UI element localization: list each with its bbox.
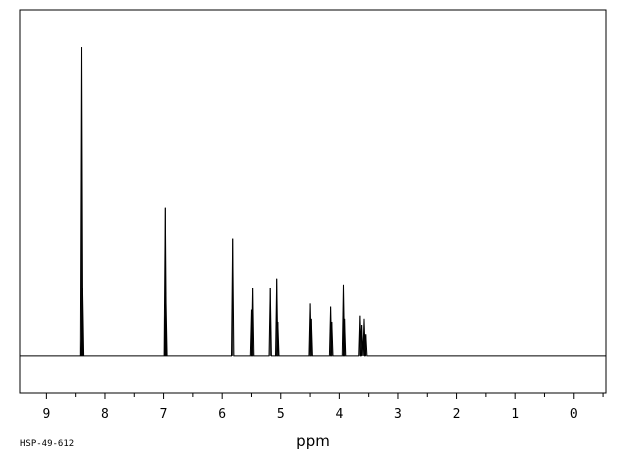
- x-tick-label: 2: [453, 407, 461, 422]
- x-tick-label: 6: [218, 407, 226, 422]
- x-axis-title: ppm: [296, 432, 330, 450]
- x-tick-label: 1: [511, 407, 519, 422]
- x-tick-label: 3: [394, 407, 402, 422]
- x-tick-label: 7: [160, 407, 168, 422]
- plot-frame: [19, 9, 607, 394]
- x-tick-label: 0: [570, 407, 578, 422]
- x-tick-label: 4: [335, 407, 343, 422]
- x-tick-label: 5: [277, 407, 285, 422]
- x-axis-ticks: 9 8 7 6 5 4 3 2 1 0: [42, 393, 604, 422]
- spectrum-code-label: HSP-49-612: [20, 439, 74, 449]
- spectrum-trace: [20, 47, 606, 357]
- x-tick-label: 9: [42, 407, 50, 422]
- x-tick-label: 8: [101, 407, 109, 422]
